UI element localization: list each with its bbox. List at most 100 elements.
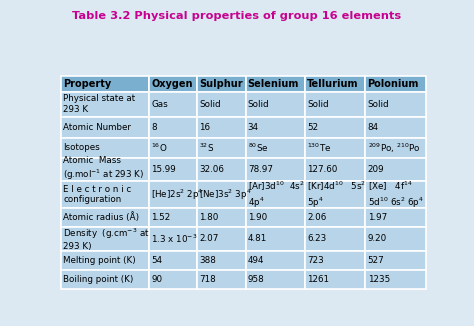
Bar	[246, 138, 305, 157]
Bar	[197, 92, 246, 117]
Bar	[365, 157, 426, 181]
Bar	[61, 138, 149, 157]
Bar	[61, 157, 149, 181]
Bar	[365, 117, 426, 138]
Bar	[197, 270, 246, 289]
Bar	[246, 227, 305, 250]
Text: Polonium: Polonium	[367, 79, 419, 89]
Bar	[305, 208, 365, 227]
Bar	[149, 181, 197, 208]
Bar	[305, 181, 365, 208]
Bar	[197, 208, 246, 227]
Bar	[365, 92, 426, 117]
Text: [He]2s$^{2}$ 2p$^{4}$: [He]2s$^{2}$ 2p$^{4}$	[151, 187, 203, 202]
Text: $^{16}$O: $^{16}$O	[151, 142, 168, 154]
Bar	[149, 250, 197, 270]
Bar	[149, 270, 197, 289]
Bar	[61, 270, 149, 289]
Text: Solid: Solid	[367, 100, 389, 109]
Text: 2.06: 2.06	[307, 213, 326, 222]
Bar	[197, 181, 246, 208]
Bar	[365, 250, 426, 270]
Text: 8: 8	[151, 123, 157, 132]
Bar	[246, 270, 305, 289]
Text: Table 3.2 Physical properties of group 16 elements: Table 3.2 Physical properties of group 1…	[73, 11, 401, 22]
Text: 2.07: 2.07	[200, 234, 219, 243]
Bar	[246, 157, 305, 181]
Bar	[365, 208, 426, 227]
Text: Physical state at
293 K: Physical state at 293 K	[64, 95, 136, 114]
Text: Sulphur: Sulphur	[200, 79, 243, 89]
Text: 1.90: 1.90	[248, 213, 267, 222]
Bar	[305, 138, 365, 157]
Text: 78.97: 78.97	[248, 165, 273, 174]
Bar	[305, 92, 365, 117]
Bar	[61, 76, 149, 92]
Bar	[305, 227, 365, 250]
Bar	[149, 208, 197, 227]
Text: 723: 723	[307, 256, 324, 265]
Text: Oxygen: Oxygen	[151, 79, 193, 89]
Bar	[246, 92, 305, 117]
Text: 1.97: 1.97	[367, 213, 387, 222]
Bar	[197, 138, 246, 157]
Text: 52: 52	[307, 123, 318, 132]
Text: [Kr]4d$^{10}$   5s$^{2}$
5p$^{4}$: [Kr]4d$^{10}$ 5s$^{2}$ 5p$^{4}$	[307, 179, 366, 210]
Bar	[365, 270, 426, 289]
Text: Density  (g.cm$^{-3}$ at
293 K): Density (g.cm$^{-3}$ at 293 K)	[64, 226, 150, 251]
Text: Isotopes: Isotopes	[64, 143, 100, 153]
Text: 54: 54	[151, 256, 162, 265]
Text: 1.80: 1.80	[200, 213, 219, 222]
Text: 718: 718	[200, 275, 216, 284]
Bar	[61, 117, 149, 138]
Bar	[197, 117, 246, 138]
Bar	[61, 250, 149, 270]
Text: 527: 527	[367, 256, 384, 265]
Bar	[149, 138, 197, 157]
Bar	[149, 76, 197, 92]
Text: Melting point (K): Melting point (K)	[64, 256, 136, 265]
Text: 90: 90	[151, 275, 162, 284]
Text: Tellurium: Tellurium	[307, 79, 358, 89]
Text: Solid: Solid	[248, 100, 269, 109]
Text: 34: 34	[248, 123, 259, 132]
Bar	[305, 117, 365, 138]
Text: Solid: Solid	[200, 100, 221, 109]
Text: Atomic  Mass
(g.mol$^{-1}$ at 293 K): Atomic Mass (g.mol$^{-1}$ at 293 K)	[64, 156, 145, 182]
Text: 1.52: 1.52	[151, 213, 171, 222]
Text: 6.23: 6.23	[307, 234, 326, 243]
Bar	[305, 76, 365, 92]
Text: Boiling point (K): Boiling point (K)	[64, 275, 134, 284]
Text: Atomic Number: Atomic Number	[64, 123, 131, 132]
Text: 1261: 1261	[307, 275, 329, 284]
Text: 494: 494	[248, 256, 264, 265]
Bar	[149, 157, 197, 181]
Text: 209: 209	[367, 165, 384, 174]
Text: $^{80}$Se: $^{80}$Se	[248, 142, 268, 154]
Text: E l e c t r o n i c
configuration: E l e c t r o n i c configuration	[64, 185, 132, 204]
Text: Solid: Solid	[307, 100, 328, 109]
Bar	[365, 138, 426, 157]
Text: 127.60: 127.60	[307, 165, 337, 174]
Bar	[149, 227, 197, 250]
Bar	[305, 250, 365, 270]
Text: 84: 84	[367, 123, 379, 132]
Bar	[246, 208, 305, 227]
Text: [Xe]   4f$^{14}$
5d$^{10}$ 6s$^{2}$ 6p$^{4}$: [Xe] 4f$^{14}$ 5d$^{10}$ 6s$^{2}$ 6p$^{4…	[367, 179, 423, 210]
Bar	[61, 227, 149, 250]
Text: $^{32}$S: $^{32}$S	[200, 142, 215, 154]
Bar	[246, 250, 305, 270]
Text: [Ne]3s$^{2}$ 3p$^{4}$: [Ne]3s$^{2}$ 3p$^{4}$	[200, 187, 252, 202]
Text: 388: 388	[200, 256, 216, 265]
Bar	[197, 76, 246, 92]
Bar	[246, 117, 305, 138]
Text: 1.3 x 10$^{-3}$: 1.3 x 10$^{-3}$	[151, 232, 198, 245]
Bar	[365, 181, 426, 208]
Bar	[197, 227, 246, 250]
Text: $^{209}$Po, $^{210}$Po: $^{209}$Po, $^{210}$Po	[367, 141, 420, 155]
Bar	[61, 208, 149, 227]
Text: Property: Property	[64, 79, 111, 89]
Text: 9.20: 9.20	[367, 234, 387, 243]
Bar	[149, 92, 197, 117]
Bar	[61, 181, 149, 208]
